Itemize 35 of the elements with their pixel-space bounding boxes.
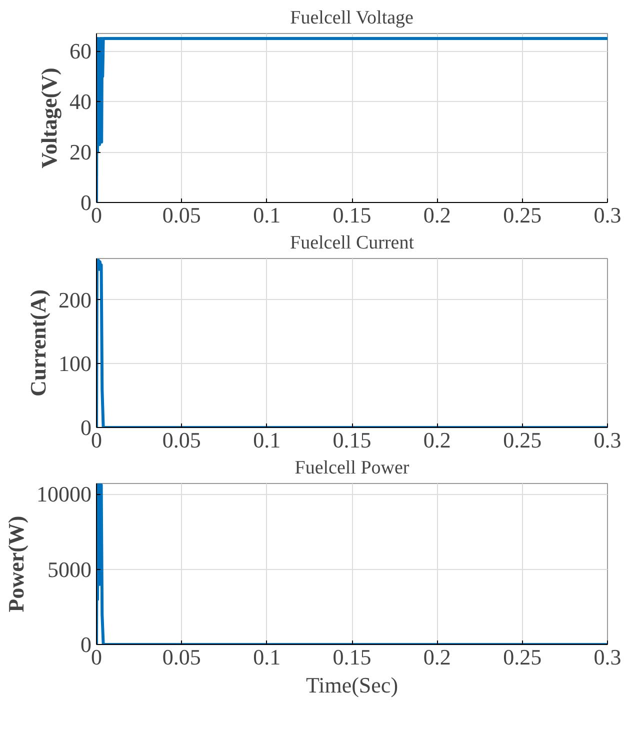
x-tick-label: 0.2	[423, 428, 451, 452]
x-tick-label: 0.2	[423, 202, 451, 228]
x-tick-label: 0.1	[253, 644, 281, 670]
line-series	[96, 258, 608, 428]
y-tick-label: 20	[70, 140, 92, 165]
x-tick-label: 0.1	[253, 428, 281, 452]
x-tick-label: 0.1	[253, 202, 281, 228]
y-tick-label: 60	[70, 38, 92, 64]
x-tick-label: 0.05	[162, 428, 201, 452]
x-tick-label: 0.15	[332, 428, 372, 452]
y-tick-label: 40	[70, 89, 92, 114]
y-tick-label: 10000	[36, 482, 92, 507]
x-tick-label: 0.25	[503, 202, 542, 228]
x-tick-label: 0.05	[162, 202, 201, 228]
x-tick-label: 0.15	[332, 644, 372, 670]
x-tick-label: 0.15	[332, 202, 372, 228]
chart-title: Fuelcell Current	[290, 232, 415, 254]
x-tick-label: 0.3	[594, 644, 622, 670]
y-axis-title: Voltage(V)	[36, 68, 62, 168]
x-tick-label: 0.3	[594, 202, 622, 228]
chart-title: Fuelcell Voltage	[290, 8, 414, 28]
y-tick-label: 200	[58, 287, 92, 312]
x-tick-label: 0.2	[423, 644, 451, 670]
chart-title: Fuelcell Power	[294, 458, 410, 478]
y-tick-label: 100	[58, 351, 92, 376]
x-tick-label: 0.3	[594, 428, 622, 452]
line-series	[96, 484, 608, 644]
y-axis-title: Current(A)	[26, 289, 50, 397]
x-tick-label: 0.25	[503, 644, 542, 670]
x-tick-label: 0.25	[503, 428, 542, 452]
line-series	[96, 37, 608, 202]
x-axis-title: Time(Sec)	[306, 672, 398, 698]
y-tick-label: 5000	[48, 556, 92, 582]
y-axis-title: Power(W)	[4, 516, 28, 612]
x-tick-label: 0.05	[162, 644, 201, 670]
